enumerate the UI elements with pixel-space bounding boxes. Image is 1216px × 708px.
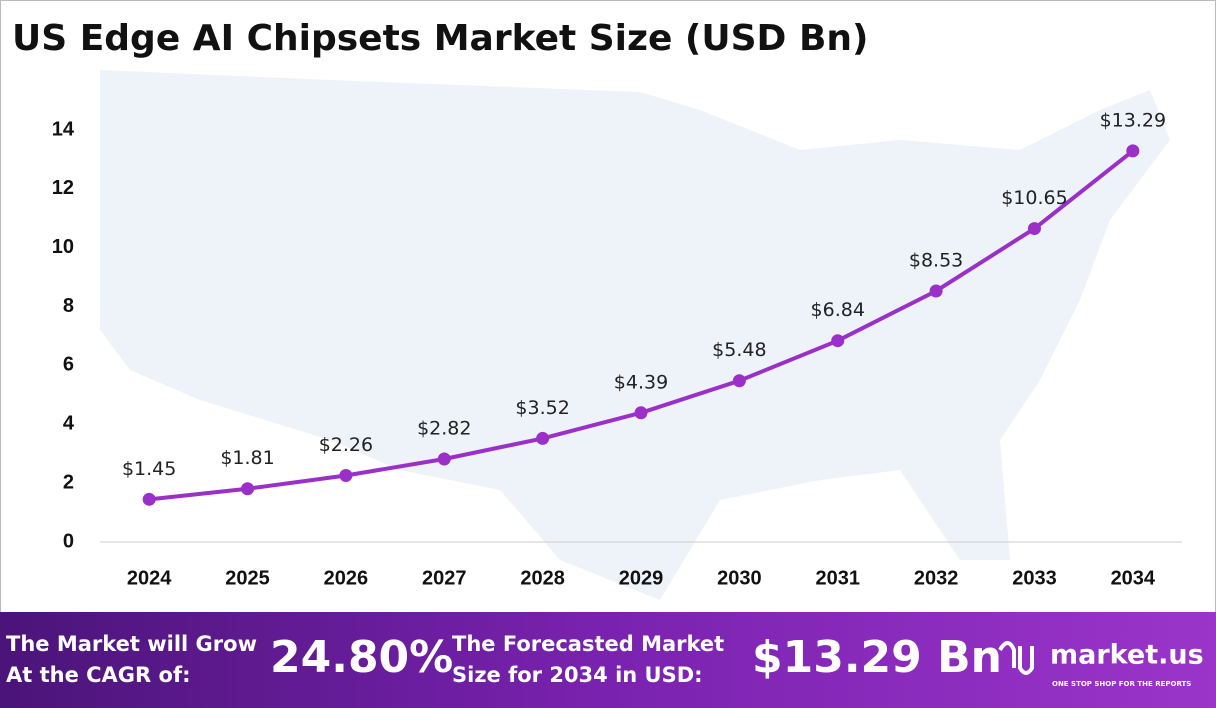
value-label: $1.81 [220, 447, 274, 469]
point [437, 452, 451, 466]
point [634, 406, 648, 420]
y-tick-label: 10 [52, 236, 74, 258]
value-label: $1.45 [122, 458, 176, 480]
point [1126, 144, 1140, 158]
x-tick-label: 2028 [520, 567, 565, 589]
x-tick-label: 2030 [717, 567, 762, 589]
x-tick-label: 2033 [1012, 567, 1057, 589]
y-tick-label: 4 [63, 413, 75, 435]
tagline: ONE STOP SHOP FOR THE REPORTS [1052, 680, 1191, 688]
point [732, 374, 746, 388]
y-tick-label: 12 [52, 177, 74, 199]
x-tick-label: 2034 [1111, 567, 1156, 589]
value-label: $3.52 [515, 397, 569, 419]
forecast-value: $13.29 Bn [752, 632, 1002, 683]
value-label: $4.39 [614, 371, 668, 393]
forecast-text: The Forecasted Market [452, 632, 724, 656]
point [1027, 222, 1041, 236]
y-tick-label: 8 [63, 295, 74, 317]
cagr-text: The Market will Grow [6, 632, 257, 656]
point [142, 492, 156, 506]
point [536, 431, 550, 445]
cagr-value: 24.80% [270, 632, 453, 683]
value-label: $2.82 [417, 418, 471, 440]
point [241, 482, 255, 496]
x-tick-label: 2032 [914, 567, 959, 589]
value-label: $2.26 [319, 434, 373, 456]
y-tick-label: 2 [63, 471, 74, 493]
point [831, 334, 845, 348]
value-label: $6.84 [811, 299, 865, 321]
value-label: $5.48 [712, 339, 766, 361]
forecast-text: Size for 2034 in USD: [452, 663, 703, 687]
brand: market.us [1050, 640, 1204, 671]
x-tick-label: 2031 [815, 567, 860, 589]
map-background [100, 70, 1170, 600]
value-label: $8.53 [909, 249, 963, 271]
x-tick-label: 2027 [422, 567, 467, 589]
x-tick-label: 2024 [127, 567, 172, 589]
y-tick-label: 0 [63, 530, 74, 552]
x-tick-label: 2026 [324, 567, 369, 589]
cagr-text: At the CAGR of: [6, 663, 191, 687]
brand-logo [998, 641, 1034, 675]
point [929, 284, 943, 298]
value-label: $10.65 [1001, 187, 1067, 209]
x-tick-label: 2029 [619, 567, 664, 589]
y-tick-label: 14 [52, 118, 75, 140]
point [339, 468, 353, 482]
value-label: $13.29 [1100, 109, 1166, 131]
x-tick-label: 2025 [225, 567, 270, 589]
y-tick-label: 6 [63, 354, 74, 376]
chart-title: US Edge AI Chipsets Market Size (USD Bn) [12, 18, 868, 59]
